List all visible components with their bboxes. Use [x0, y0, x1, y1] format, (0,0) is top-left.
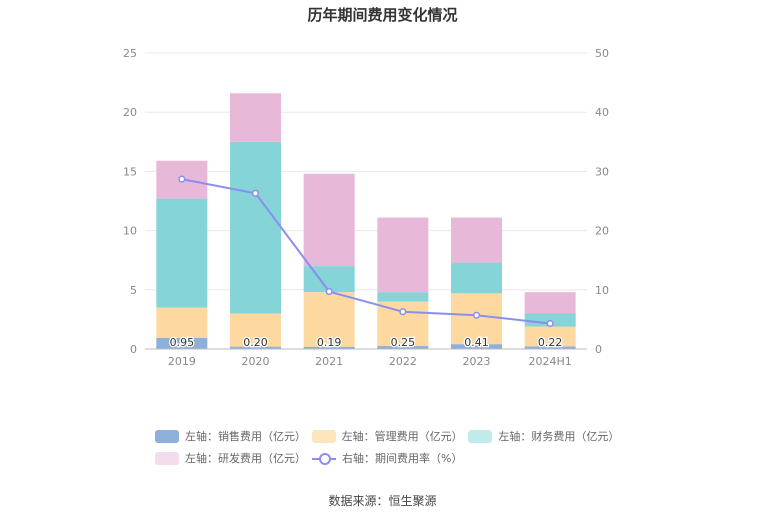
data-label: 0.95 — [170, 336, 195, 349]
bar-segment — [230, 346, 281, 349]
line-point — [472, 311, 481, 319]
legend-label-sales: 左轴：销售费用（亿元） — [185, 430, 306, 443]
legend-label-admin: 左轴：管理费用（亿元） — [341, 430, 463, 443]
legend-item-sales[interactable]: 左轴：销售费用（亿元） — [155, 428, 312, 444]
right-axis-tick-label: 30 — [595, 165, 609, 178]
legend-swatch-sales — [155, 429, 179, 443]
bar-segment — [451, 344, 502, 349]
data-label: 0.20 — [243, 336, 268, 349]
legend-item-expense-ratio[interactable]: 右轴：期间费用率（%） — [312, 450, 469, 466]
line-point — [178, 175, 186, 183]
bar-segment — [230, 313, 281, 347]
legend-item-finance[interactable]: 左轴：财务费用（亿元） — [468, 428, 625, 444]
bar-segment — [377, 346, 429, 349]
chart-canvas: 0 5 10 15 20 25 0 10 20 30 40 50 0.95 2019 0.20 2020 0.1… — [123, 47, 609, 368]
data-label: 0.41 — [464, 336, 489, 349]
right-axis-tick-label: 10 — [595, 284, 609, 297]
bar-segment — [156, 198, 208, 308]
legend-item-rnd[interactable]: 左轴：研发费用（亿元） — [155, 450, 312, 466]
line-point — [325, 288, 333, 296]
bar-segment — [156, 337, 208, 349]
line-point — [546, 319, 554, 328]
data-label: 0.25 — [391, 336, 416, 349]
left-axis-tick-label: 10 — [123, 225, 137, 238]
legend-label-finance: 左轴：财务费用（亿元） — [498, 430, 620, 443]
data-source: 数据来源：恒生聚源 — [328, 494, 437, 508]
x-axis-tick-label: 2024H1 — [529, 355, 572, 368]
bar-segment — [377, 217, 429, 293]
bar-segment — [230, 93, 281, 142]
right-axis-tick-label: 40 — [595, 106, 609, 119]
left-axis-tick-label: 0 — [130, 343, 137, 356]
bar-segment — [524, 292, 576, 314]
expense-ratio-line — [181, 178, 551, 325]
x-axis-tick-label: 2020 — [242, 355, 270, 368]
data-label: 0.22 — [538, 336, 563, 349]
left-axis-tick-label: 25 — [123, 47, 137, 60]
legend-swatch-finance — [468, 429, 493, 443]
x-axis-tick-label: 2019 — [168, 355, 196, 368]
chart-legend: 左轴：销售费用（亿元） 左轴：管理费用（亿元） 左轴：财务费用（亿元） 左轴：研… — [155, 425, 625, 469]
right-axis-tick-label: 20 — [595, 225, 609, 238]
legend-swatch-rnd — [155, 451, 179, 465]
bar-segment — [303, 346, 355, 349]
legend-swatch-admin — [311, 429, 336, 443]
line-point — [251, 189, 260, 197]
left-axis-tick-label: 20 — [123, 106, 137, 119]
bar-segment — [451, 262, 502, 294]
bar-segment — [303, 292, 355, 347]
x-axis-tick-label: 2021 — [315, 355, 343, 368]
bar-segment — [303, 173, 355, 267]
chart-title: 历年期间费用变化情况 — [307, 6, 458, 24]
x-axis-tick-label: 2022 — [389, 355, 417, 368]
left-axis-tick-label: 5 — [130, 284, 137, 297]
bar-segment — [524, 346, 576, 349]
left-axis-tick-label: 15 — [123, 165, 137, 178]
bar-segment — [451, 217, 502, 263]
legend-label-rnd: 左轴：研发费用（亿元） — [185, 452, 306, 465]
bar-segment — [524, 313, 576, 327]
legend-line-icon — [312, 452, 336, 465]
right-axis-tick-label: 0 — [595, 343, 602, 356]
bar-segment — [156, 307, 208, 338]
line-point — [399, 308, 407, 316]
right-axis-tick-label: 50 — [595, 47, 609, 60]
legend-label-expense-ratio: 右轴：期间费用率（%） — [342, 452, 463, 465]
bar-segment — [377, 292, 429, 302]
bar-segment — [524, 326, 576, 347]
data-label: 0.19 — [317, 336, 342, 349]
x-axis-tick-label: 2023 — [463, 355, 491, 368]
legend-item-admin[interactable]: 左轴：管理费用（亿元） — [311, 428, 469, 444]
bar-segment — [230, 141, 281, 314]
